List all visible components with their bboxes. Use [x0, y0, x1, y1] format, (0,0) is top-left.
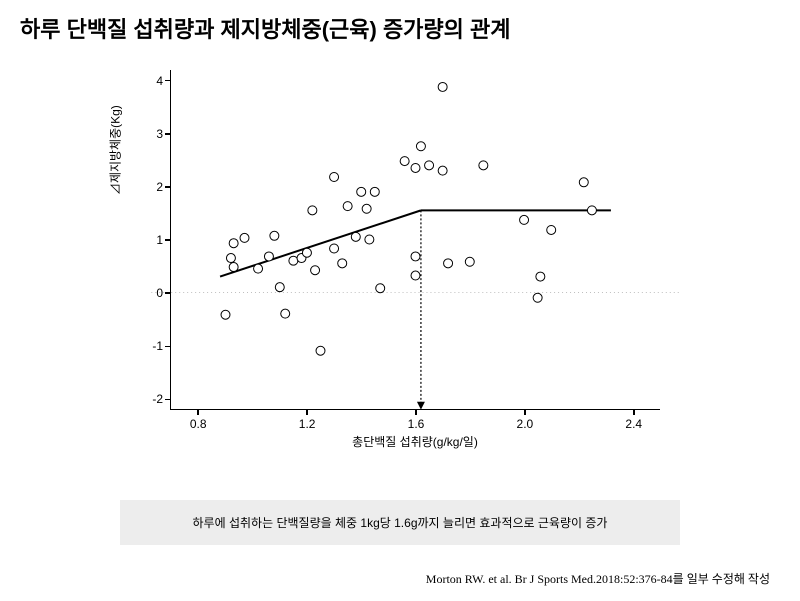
citation-text: Morton RW. et al. Br J Sports Med.2018:5…: [426, 570, 770, 587]
y-tick-mark: [165, 80, 171, 82]
x-tick-mark: [197, 409, 199, 415]
x-tick-mark: [524, 409, 526, 415]
y-tick-mark: [165, 186, 171, 188]
x-tick-label: 1.2: [299, 417, 316, 431]
y-tick-mark: [165, 239, 171, 241]
scatter-plot: [171, 70, 660, 409]
y-tick-mark: [165, 346, 171, 348]
plot-area: -2-1012340.81.21.62.02.4: [170, 70, 660, 410]
y-tick-label: 2: [131, 180, 163, 194]
x-tick-mark: [415, 409, 417, 415]
x-axis-label: 총단백질 섭취량(g/kg/일): [170, 433, 660, 450]
y-tick-mark: [165, 292, 171, 294]
y-tick-label: 1: [131, 233, 163, 247]
y-tick-label: 3: [131, 127, 163, 141]
x-tick-label: 0.8: [190, 417, 207, 431]
x-tick-mark: [306, 409, 308, 415]
y-tick-label: 0: [131, 286, 163, 300]
y-tick-label: -1: [131, 339, 163, 353]
chart-container: -2-1012340.81.21.62.02.4 ⊿제지방체중(Kg) 총단백질…: [120, 60, 680, 460]
x-tick-label: 2.0: [517, 417, 534, 431]
y-tick-mark: [165, 133, 171, 135]
y-tick-label: 4: [131, 74, 163, 88]
y-tick-mark: [165, 399, 171, 401]
y-tick-label: -2: [131, 392, 163, 406]
y-axis-label: ⊿제지방체중(Kg): [107, 105, 124, 195]
chart-title: 하루 단백질 섭취량과 제지방체중(근육) 증가량의 관계: [20, 12, 511, 44]
caption-box: 하루에 섭취하는 단백질량을 체중 1kg당 1.6g까지 늘리면 효과적으로 …: [120, 500, 680, 545]
x-tick-mark: [633, 409, 635, 415]
x-tick-label: 1.6: [408, 417, 425, 431]
x-tick-label: 2.4: [625, 417, 642, 431]
